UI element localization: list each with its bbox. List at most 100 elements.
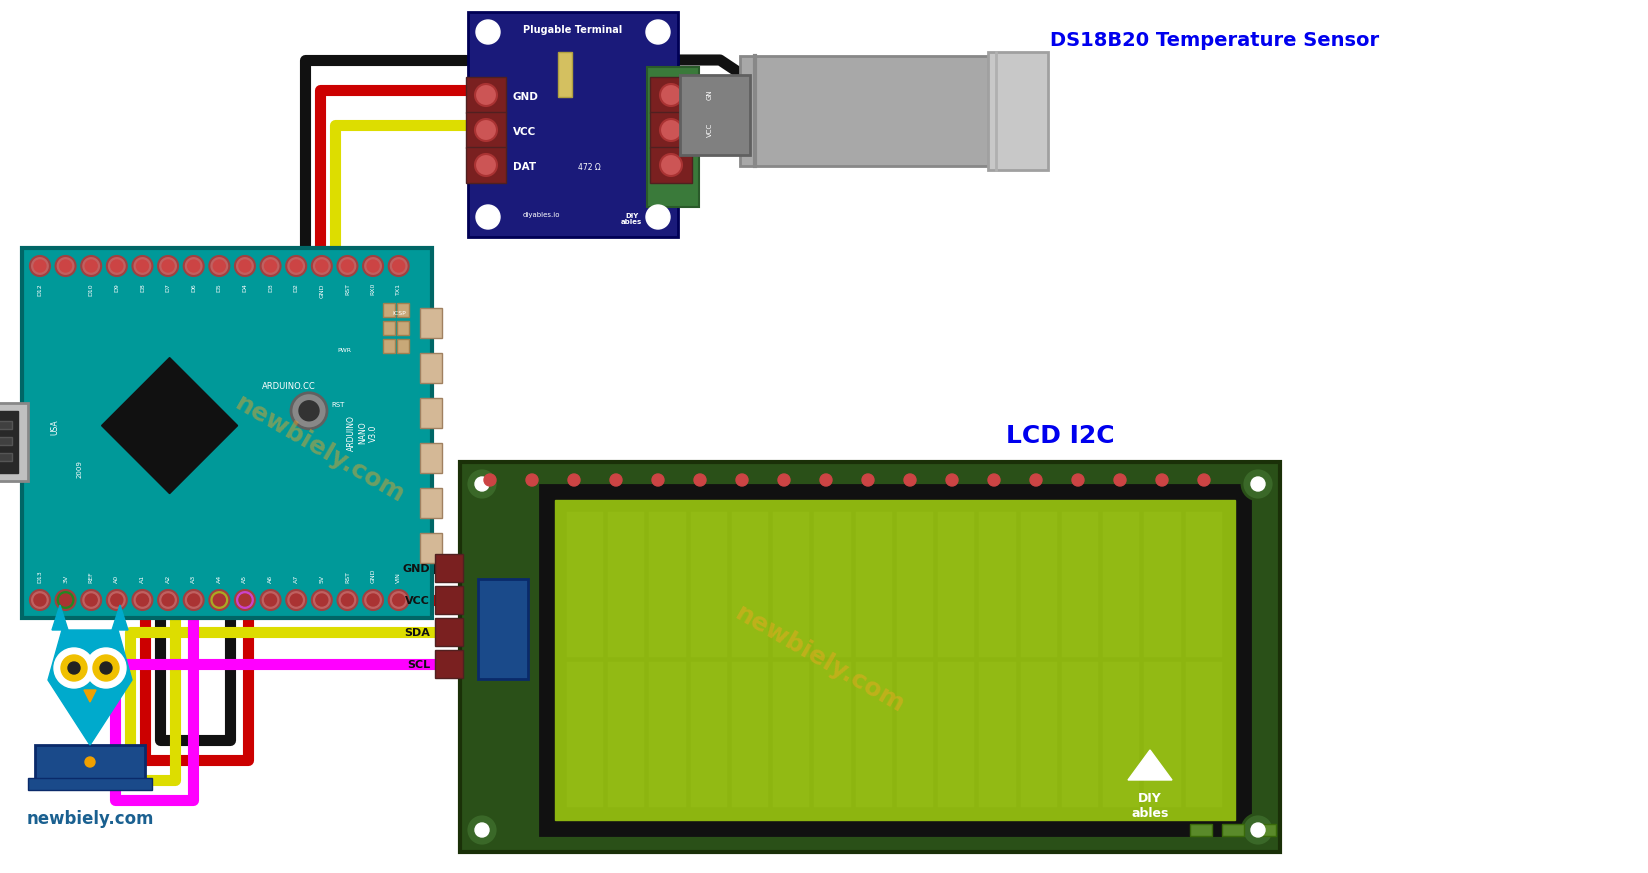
Circle shape: [778, 474, 789, 486]
Circle shape: [107, 256, 127, 276]
Circle shape: [475, 477, 489, 491]
Circle shape: [107, 590, 127, 610]
Circle shape: [338, 256, 358, 276]
Bar: [466, 112, 506, 148]
Text: D9: D9: [114, 283, 119, 292]
Text: PWR: PWR: [338, 347, 351, 353]
Bar: [938, 661, 974, 807]
Circle shape: [466, 468, 498, 500]
Bar: [732, 661, 768, 807]
Circle shape: [389, 256, 409, 276]
Text: D4: D4: [242, 283, 247, 292]
Bar: [420, 443, 442, 473]
Text: A5: A5: [242, 575, 247, 583]
Bar: [466, 147, 506, 183]
Bar: [855, 511, 892, 657]
Text: DIY
ables: DIY ables: [621, 212, 643, 225]
Text: VIN: VIN: [396, 572, 400, 583]
Text: D6: D6: [191, 283, 196, 292]
Bar: [855, 661, 892, 807]
Circle shape: [86, 648, 125, 688]
Bar: [1185, 511, 1223, 657]
Bar: [897, 511, 933, 657]
Circle shape: [363, 590, 382, 610]
Circle shape: [86, 757, 96, 767]
Text: D13: D13: [38, 570, 43, 583]
Text: 3V: 3V: [63, 574, 68, 583]
Bar: [565, 661, 603, 807]
Circle shape: [188, 260, 199, 272]
Text: ARDUINO
NANO
V3.0: ARDUINO NANO V3.0: [346, 415, 377, 451]
Text: DIY
ables: DIY ables: [1131, 792, 1168, 820]
Bar: [649, 77, 692, 113]
Text: VCC: VCC: [405, 596, 430, 606]
Circle shape: [287, 256, 307, 276]
Circle shape: [659, 154, 682, 176]
Bar: [0, 437, 12, 445]
Text: A4: A4: [218, 574, 222, 583]
Circle shape: [292, 393, 326, 429]
Circle shape: [1198, 474, 1210, 486]
Circle shape: [92, 655, 119, 681]
Circle shape: [110, 260, 124, 272]
Circle shape: [989, 474, 1000, 486]
Bar: [460, 462, 1280, 852]
Circle shape: [610, 474, 621, 486]
Polygon shape: [48, 630, 132, 745]
Text: SDA: SDA: [404, 628, 430, 638]
Circle shape: [137, 260, 148, 272]
Circle shape: [56, 590, 76, 610]
Text: D7: D7: [165, 283, 170, 292]
Bar: [382, 321, 396, 335]
Circle shape: [659, 84, 682, 106]
Polygon shape: [102, 358, 237, 493]
Bar: [897, 661, 933, 807]
Circle shape: [476, 205, 499, 229]
Circle shape: [1114, 474, 1126, 486]
Text: Plugable Terminal: Plugable Terminal: [524, 25, 623, 35]
Text: RX0: RX0: [371, 283, 376, 295]
Text: VCC: VCC: [707, 123, 714, 137]
Bar: [0, 411, 18, 473]
Text: D12: D12: [38, 283, 43, 296]
Text: USA: USA: [51, 419, 59, 435]
Text: A3: A3: [191, 574, 196, 583]
Text: D5: D5: [218, 283, 222, 292]
Text: A1: A1: [140, 575, 145, 583]
Text: RST: RST: [331, 402, 344, 408]
Circle shape: [316, 594, 328, 606]
Circle shape: [862, 474, 873, 486]
Text: A6: A6: [269, 575, 274, 583]
Circle shape: [265, 260, 277, 272]
Circle shape: [1243, 814, 1274, 846]
Text: 472 Ω: 472 Ω: [578, 162, 602, 171]
Text: diyables.io: diyables.io: [522, 212, 560, 218]
Circle shape: [290, 260, 302, 272]
Circle shape: [368, 260, 379, 272]
Bar: [420, 488, 442, 518]
Bar: [1223, 824, 1244, 836]
Circle shape: [646, 205, 671, 229]
Text: DAT: DAT: [513, 162, 536, 172]
Circle shape: [1243, 468, 1274, 500]
Circle shape: [209, 256, 229, 276]
Circle shape: [341, 594, 353, 606]
Bar: [649, 112, 692, 148]
Circle shape: [81, 590, 101, 610]
Polygon shape: [53, 605, 68, 630]
Circle shape: [821, 474, 832, 486]
Circle shape: [475, 154, 498, 176]
Bar: [397, 339, 409, 353]
Text: VCC: VCC: [513, 127, 536, 137]
Bar: [555, 500, 1234, 820]
Bar: [773, 661, 809, 807]
Bar: [1144, 511, 1180, 657]
Bar: [0, 453, 12, 461]
Bar: [732, 511, 768, 657]
Bar: [397, 321, 409, 335]
Bar: [814, 661, 850, 807]
Text: REF: REF: [89, 571, 94, 583]
Text: D3: D3: [269, 283, 274, 292]
Bar: [21, 248, 432, 618]
Circle shape: [341, 260, 353, 272]
